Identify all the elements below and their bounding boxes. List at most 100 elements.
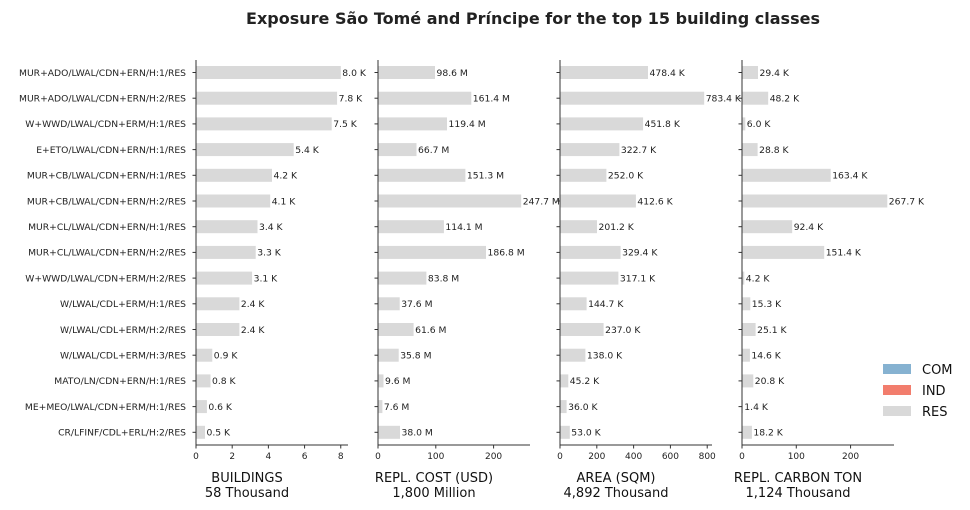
bar — [742, 66, 758, 79]
x-axis-total: 58 Thousand — [205, 486, 289, 501]
category-label: W/LWAL/CDL+ERM/H:3/RES — [60, 351, 186, 362]
bar — [560, 245, 621, 259]
x-tick-label: 8 — [338, 452, 344, 462]
x-axis-label: AREA (SQM) — [576, 471, 655, 486]
category-label: W/LWAL/CDL+ERM/H:1/RES — [60, 299, 186, 310]
bar — [196, 143, 294, 157]
x-axis-total: 4,892 Thousand — [564, 486, 669, 501]
data-label: 186.8 M — [488, 248, 525, 259]
bar — [560, 400, 567, 414]
data-label: 163.4 K — [832, 171, 868, 182]
data-label: 9.6 M — [385, 376, 411, 387]
bar — [742, 374, 754, 388]
data-label: 4.2 K — [746, 273, 771, 284]
legend-swatch — [883, 385, 911, 395]
category-label: MUR+CB/LWAL/CDN+ERN/H:1/RES — [27, 171, 186, 182]
data-label: 151.4 K — [826, 248, 862, 259]
data-label: 0.8 K — [212, 376, 237, 387]
data-label: 98.6 M — [437, 68, 468, 79]
x-tick-label: 6 — [302, 452, 308, 462]
bar — [196, 323, 240, 336]
data-label: 92.4 K — [794, 222, 824, 233]
x-tick-label: 0 — [193, 452, 199, 462]
data-label: 38.0 M — [402, 428, 433, 439]
bar — [196, 117, 332, 131]
data-label: 25.1 K — [757, 325, 787, 336]
data-label: 322.7 K — [621, 145, 657, 156]
data-label: 53.0 K — [571, 428, 601, 439]
x-axis-label: BUILDINGS — [211, 471, 282, 486]
bar — [742, 425, 752, 439]
data-label: 66.7 M — [418, 145, 449, 156]
data-label: 138.0 K — [587, 351, 623, 362]
bar — [742, 271, 745, 285]
data-label: 4.1 K — [272, 196, 297, 207]
bar — [742, 168, 831, 182]
data-label: 15.3 K — [752, 299, 782, 310]
x-tick-label: 2 — [229, 452, 235, 462]
bar — [378, 117, 447, 131]
x-tick-label: 0 — [375, 452, 381, 462]
x-axis-label: REPL. COST (USD) — [375, 471, 493, 486]
bar — [196, 220, 258, 234]
x-tick-label: 200 — [485, 452, 502, 462]
bar — [560, 194, 636, 208]
bar — [378, 143, 417, 157]
data-label: 151.3 M — [467, 171, 504, 182]
panel-1: 8.0 K 7.8 K 7.5 K 5.4 K 4.2 K 4.1 K 3.4 K 3.3 K… — [192, 60, 367, 501]
bar — [560, 117, 644, 131]
panel-2: 98.6 M 161.4 M 119.4 M 66.7 M 151.3 M 247.7 M… — [374, 60, 560, 501]
bar — [560, 91, 705, 105]
data-label: 478.4 K — [650, 68, 686, 79]
bar — [742, 297, 751, 311]
x-tick-label: 200 — [842, 452, 859, 462]
x-tick-label: 4 — [266, 452, 272, 462]
data-label: 1.4 K — [744, 402, 769, 413]
bar — [378, 194, 522, 208]
bar — [560, 323, 604, 336]
bar — [196, 91, 338, 105]
bar — [560, 374, 569, 388]
data-label: 329.4 K — [622, 248, 658, 259]
data-label: 3.3 K — [257, 248, 282, 259]
category-label: MATO/LN/CDN+ERN/H:1/RES — [54, 376, 186, 387]
data-label: 83.8 M — [428, 273, 459, 284]
data-label: 7.5 K — [333, 119, 358, 130]
data-label: 7.8 K — [339, 94, 364, 105]
data-label: 8.0 K — [342, 68, 367, 79]
category-label: MUR+CL/LWAL/CDN+ERN/H:2/RES — [28, 248, 186, 259]
data-label: 6.0 K — [747, 119, 772, 130]
data-label: 29.4 K — [760, 68, 790, 79]
data-label: 0.5 K — [207, 428, 232, 439]
x-tick-label: 0 — [557, 452, 563, 462]
x-tick-label: 600 — [662, 452, 679, 462]
bar — [196, 400, 207, 414]
data-label: 35.8 M — [400, 351, 431, 362]
bar — [742, 245, 825, 259]
data-label: 317.1 K — [620, 273, 656, 284]
x-axis-label: REPL. CARBON TON — [734, 471, 862, 486]
bar — [378, 400, 383, 414]
x-tick-label: 400 — [625, 452, 642, 462]
panel-4: 29.4 K 48.2 K 6.0 K 28.8 K 163.4 K 267.7 K 92.… — [734, 60, 925, 501]
bar — [742, 348, 750, 362]
legend-entry-res: RES — [883, 405, 948, 420]
category-label: E+ETO/LWAL/CDN+ERN/H:1/RES — [36, 145, 186, 156]
bar — [560, 271, 619, 285]
x-tick-label: 800 — [699, 452, 716, 462]
data-label: 18.2 K — [753, 428, 783, 439]
category-labels: MUR+ADO/LWAL/CDN+ERN/H:1/RES MUR+ADO/LWAL… — [19, 68, 186, 439]
data-label: 0.6 K — [208, 402, 233, 413]
x-axis-total: 1,800 Million — [392, 486, 475, 501]
data-label: 247.7 M — [523, 196, 560, 207]
x-axis-total: 1,124 Thousand — [746, 486, 851, 501]
bar — [378, 91, 472, 105]
x-tick-label: 200 — [588, 452, 605, 462]
data-label: 14.6 K — [751, 351, 781, 362]
bar — [560, 66, 648, 79]
bar — [196, 297, 240, 311]
data-label: 7.6 M — [384, 402, 410, 413]
data-label: 48.2 K — [770, 94, 800, 105]
bar — [196, 271, 253, 285]
